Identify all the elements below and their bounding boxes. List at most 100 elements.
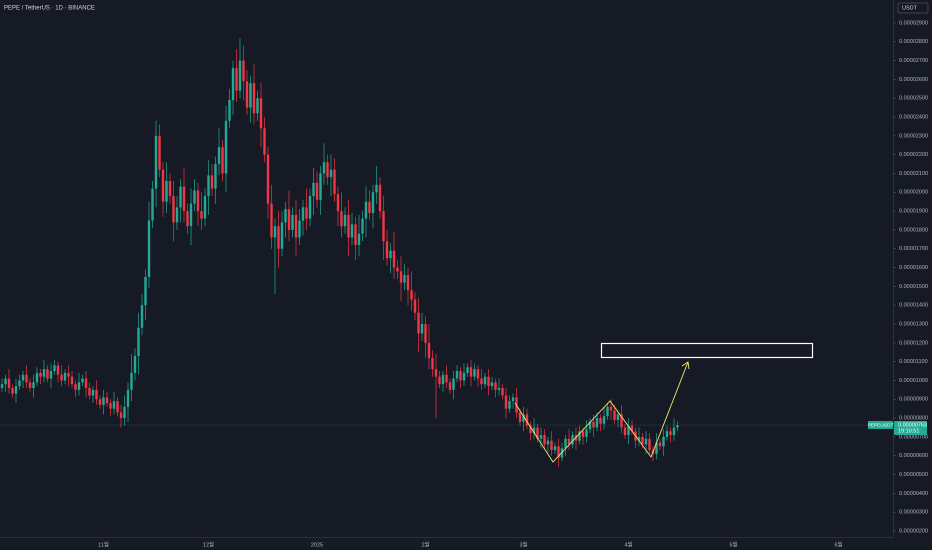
candle-body (602, 416, 606, 424)
candle-body (242, 60, 245, 82)
candle-body (224, 120, 228, 174)
candle-body (424, 324, 427, 343)
candle-body (606, 406, 609, 417)
candle-body (669, 431, 672, 436)
symbol-tag (868, 421, 893, 430)
candle-body (676, 425, 679, 428)
candle-body (189, 203, 193, 227)
y-tick-label: 0.00000900 (899, 397, 928, 403)
candle-body (567, 438, 571, 445)
candle-body (476, 369, 480, 379)
candle-body (35, 372, 39, 383)
currency-button[interactable] (897, 2, 929, 14)
candle-body (193, 190, 196, 204)
candle-body (42, 369, 46, 377)
candle-body (483, 376, 487, 385)
candle-body (130, 372, 133, 390)
y-tick-label: 0.00002300 (899, 133, 928, 139)
candle-body (53, 365, 56, 372)
candle-body (294, 214, 298, 238)
candle-body (571, 435, 574, 445)
y-tick-label: 0.00001700 (899, 246, 928, 252)
candle-body (525, 414, 529, 426)
candle-body (333, 169, 336, 195)
candle-body (553, 446, 557, 451)
y-tick-label: 0.00002800 (899, 39, 928, 45)
y-tick-label: 0.00002000 (899, 190, 928, 196)
candle-body (158, 135, 161, 170)
candle-body (137, 327, 140, 356)
candle-body (371, 192, 375, 213)
candle-body (623, 427, 627, 436)
candle-body (49, 371, 53, 379)
y-tick-label: 0.00002400 (899, 114, 928, 120)
candle-body (67, 372, 70, 377)
candle-body (14, 386, 18, 394)
candle-body (186, 211, 189, 227)
candle-body (410, 290, 413, 300)
candle-body (0, 384, 4, 388)
candle-body (382, 211, 385, 242)
candle-body (39, 372, 42, 377)
candle-body (665, 431, 669, 437)
y-tick-label: 0.00001200 (899, 340, 928, 346)
y-tick-label: 0.00000500 (899, 472, 928, 478)
candle-body (172, 196, 175, 223)
x-tick-label: 2월 (421, 540, 429, 548)
candle-body (263, 128, 266, 155)
currency-label[interactable]: USDT (902, 6, 918, 12)
y-tick-label: 0.00001000 (899, 378, 928, 384)
x-tick-label: 6월 (834, 540, 842, 548)
candle-body (252, 83, 256, 114)
candle-body (613, 410, 616, 420)
candle-body (532, 427, 536, 434)
candle-body (609, 406, 613, 411)
candle-body (522, 414, 525, 422)
candle-body (620, 414, 623, 428)
candle-body (543, 435, 546, 445)
candle-body (91, 389, 95, 396)
candle-body (564, 438, 567, 449)
y-tick-label: 0.00001600 (899, 265, 928, 271)
symbol-tag-label: PEPEUSDT (868, 423, 894, 429)
candle-body (165, 181, 168, 202)
candle-body (420, 324, 424, 334)
candle-body (347, 214, 350, 238)
candle-body (644, 438, 648, 445)
candle-body (88, 387, 91, 396)
candle-body (459, 371, 462, 381)
y-tick-label: 0.00000800 (899, 416, 928, 422)
candle-body (487, 376, 490, 387)
candle-body (448, 382, 452, 390)
price-tag (894, 421, 927, 436)
candle-body (473, 369, 476, 377)
candle-body (431, 357, 434, 370)
candle-body (231, 68, 235, 101)
candle-body (399, 271, 403, 283)
candle-body (546, 440, 550, 445)
candle-body (63, 372, 67, 381)
candle-body (396, 267, 399, 272)
candle-body (592, 421, 595, 428)
price-tag-label: 0.00000763 (898, 422, 927, 428)
candle-body (112, 401, 116, 409)
candle-body (504, 395, 508, 409)
plot: 0.00000200 0.00000300 0.00000400 0.00000500… (0, 20, 928, 548)
y-tick-label: 0.00001100 (899, 359, 928, 365)
y-tick-label: 0.00002700 (899, 58, 928, 64)
candle-body (7, 378, 11, 388)
candle-body (455, 371, 459, 379)
candle-body (249, 83, 252, 108)
candle-body (4, 378, 7, 385)
candle-body (270, 203, 273, 238)
candle-body (329, 169, 333, 178)
candle-body (200, 211, 203, 219)
x-tick-label: 5월 (729, 540, 737, 548)
pattern-line (514, 361, 689, 463)
candle-body (291, 214, 294, 230)
candle-body (557, 446, 560, 458)
x-tick-label: 12월 (203, 540, 214, 548)
candle-body (550, 440, 553, 451)
candle-body (154, 135, 158, 189)
candle-body (466, 367, 469, 373)
